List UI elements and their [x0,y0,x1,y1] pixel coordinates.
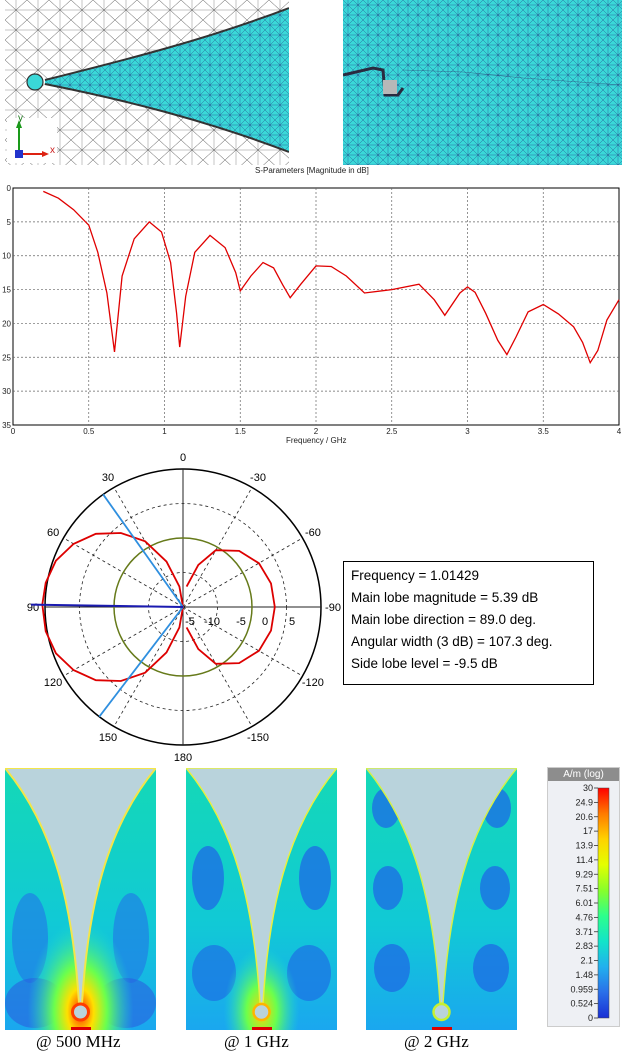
polar-main-lobe-line [31,603,184,608]
polar-radial-label: -5 [185,616,195,628]
field-map-1ghz [186,768,337,1030]
polar-beamwidth-line [98,606,184,718]
sparam-ytick-label: 20 [2,319,11,328]
sparam-xtick-label: 2.5 [386,427,398,436]
polar-angle-label: 180 [174,752,192,763]
polar-angle-label: 30 [102,472,114,484]
polar-reference-circle [113,537,253,677]
colorbar-tick-label: 0.959 [570,984,593,994]
info-main-lobe-direction: Main lobe direction = 89.0 deg. [351,612,536,627]
colorbar-tick-label: 20.6 [575,812,593,822]
colorbar-tick-label: 9.29 [575,869,593,879]
caption-1ghz: @ 1 GHz [224,1032,289,1051]
sparam-xtick-label: 2 [314,427,319,436]
colorbar-tick-label: 0 [588,1013,593,1023]
polar-beamwidth-line [102,493,184,608]
colorbar-tick-label: 2.83 [575,941,593,951]
sparam-ytick-label: 0 [7,184,12,193]
colorbar-gradient [597,787,610,1019]
colorbar-tick-label: 3.71 [575,927,593,937]
colorbar-tick-label: 4.76 [575,912,593,922]
polar-radial-label: 5 [289,616,295,628]
polar-angle-label: -60 [305,527,321,539]
polar-radial-label: 0 [262,616,268,628]
polar-pattern-lobe [185,549,276,665]
info-frequency: Frequency = 1.01429 [351,568,479,583]
polar-angle-label: 150 [99,732,117,744]
sparam-ytick-label: 10 [2,252,11,261]
polar-angle-label: 120 [44,677,62,689]
colorbar-tick-label: 17 [583,826,593,836]
sparam-ytick-label: 35 [2,421,11,430]
sparam-xlabel: Frequency / GHz [286,436,347,445]
sparam-xtick-label: 1 [162,427,167,436]
colorbar-tick-label: 0.524 [570,999,593,1009]
sparam-xtick-label: 0 [11,427,16,436]
polar-angle-label: 0 [180,452,186,464]
sparam-ytick-label: 30 [2,387,11,396]
axis-label-x: x [50,145,55,156]
sparam-xtick-label: 1.5 [235,427,247,436]
axis-label-y: y [18,113,23,124]
sparam-ytick-label: 15 [2,286,11,295]
sparam-xtick-label: 0.5 [83,427,95,436]
colorbar-tick-label: 11.4 [576,855,593,865]
colorbar-tick-label: 13.9 [575,841,593,851]
caption-2ghz: @ 2 GHz [404,1032,469,1051]
colorbar-tick-label: 24.9 [575,797,593,807]
field-map-2ghz [366,768,517,1030]
mesh-panel-right [343,0,622,165]
field-map-500mhz [5,768,156,1030]
mesh-panel-left: y x [5,0,289,165]
sparam-xtick-label: 4 [617,427,622,436]
polar-angle-label: -90 [325,602,341,614]
sparam-ytick-label: 25 [2,353,11,362]
sparam-title: S-Parameters [Magnitude in dB] [255,166,369,175]
sparam-chart: 0 0.5 1 1.5 2 2.5 3 3.5 4 0 5 10 15 20 25 30 35 [2,184,622,436]
colorbar-tick-label: 30 [583,783,593,793]
colorbar-tick-label: 2.1 [580,956,593,966]
colorbar-tick-label: 7.51 [575,884,593,894]
info-angular-width: Angular width (3 dB) = 107.3 deg. [351,634,553,649]
polar-angle-label: 60 [47,527,59,539]
sparam-series-line [43,190,620,365]
polar-info-box: Frequency = 1.01429 Main lobe magnitude … [343,561,594,685]
colorbar-legend: A/m (log) 30 24.9 20.6 17 13.9 11.4 9.29 7.51 6.… [547,767,620,1027]
info-side-lobe-level: Side lobe level = -9.5 dB [351,656,498,671]
sparam-ytick-label: 5 [7,218,12,227]
polar-radial-label: -10 [204,616,220,628]
sparam-xtick-label: 3 [465,427,470,436]
info-main-lobe-magnitude: Main lobe magnitude = 5.39 dB [351,590,539,605]
caption-500mhz: @ 500 MHz [36,1032,121,1051]
colorbar-tick-label: 1.48 [575,970,593,980]
polar-angle-label: -30 [250,472,266,484]
tapered-slot-patch [45,8,289,152]
polar-angle-label: -120 [302,677,324,689]
polar-angle-label: -150 [247,732,269,744]
colorbar-tick-label: 6.01 [575,898,593,908]
polar-radial-label: -5 [236,616,246,628]
colorbar-title: A/m (log) [548,768,619,781]
sparam-xtick-label: 3.5 [538,427,550,436]
